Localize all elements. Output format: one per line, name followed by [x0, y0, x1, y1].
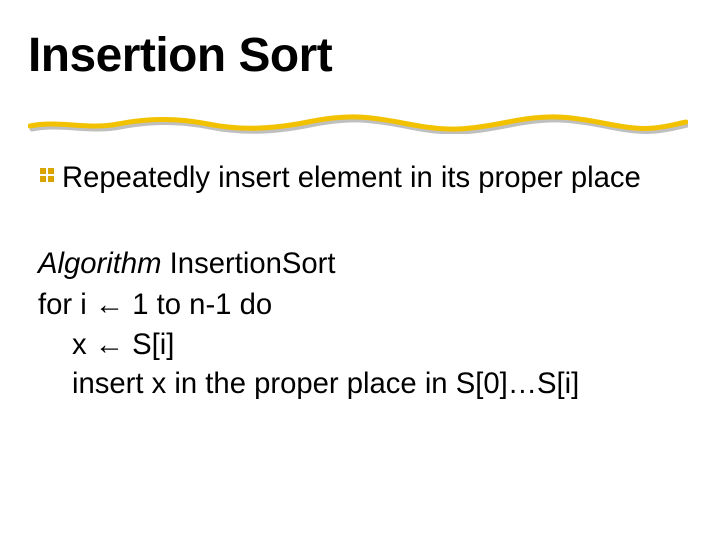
scribble-underline-icon: [28, 110, 688, 134]
bullet-item: Repeatedly insert element in its proper …: [38, 160, 680, 197]
title-underline: [28, 110, 688, 134]
algorithm-line: x ← S[i]: [38, 326, 680, 366]
algorithm-header: Algorithm InsertionSort: [38, 245, 680, 285]
slide-body: Repeatedly insert element in its proper …: [38, 160, 680, 405]
algorithm-name: InsertionSort: [162, 248, 336, 280]
algorithm-label: Algorithm: [38, 248, 162, 280]
slide-title: Insertion Sort: [28, 28, 332, 83]
algorithm-block: Algorithm InsertionSort for i ← 1 to n-1…: [38, 245, 680, 405]
slide: Insertion Sort Repeatedly insert element…: [0, 0, 720, 540]
algorithm-line: insert x in the proper place in S[0]…S[i…: [38, 365, 680, 405]
algorithm-line: for i ← 1 to n-1 do: [38, 286, 680, 326]
bullet-text: Repeatedly insert element in its proper …: [62, 160, 641, 197]
decorative-bullet-icon: [38, 166, 56, 189]
